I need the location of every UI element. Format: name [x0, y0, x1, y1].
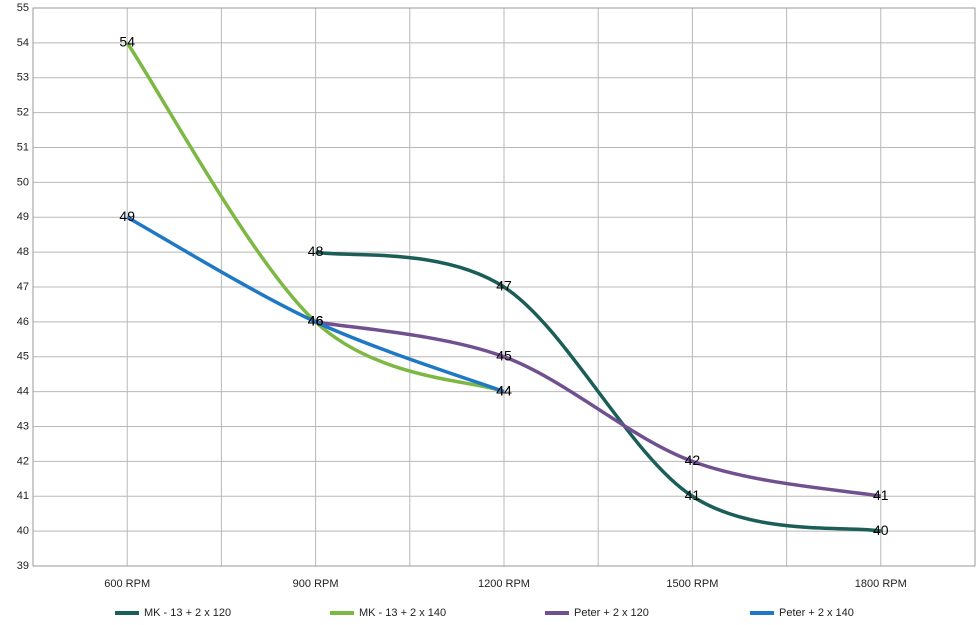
y-tick-label: 44: [17, 386, 29, 398]
data-label: 54: [119, 34, 135, 50]
x-tick-label: 900 RPM: [293, 578, 339, 590]
data-label: 45: [496, 347, 512, 363]
data-label: 49: [119, 208, 135, 224]
data-label: 41: [685, 487, 701, 503]
x-tick-label: 1500 RPM: [666, 578, 718, 590]
data-label: 42: [685, 452, 701, 468]
data-label: 44: [496, 382, 512, 398]
y-tick-label: 55: [17, 2, 29, 14]
y-tick-label: 54: [17, 37, 29, 49]
y-tick-label: 43: [17, 420, 29, 432]
y-tick-label: 42: [17, 455, 29, 467]
y-tick-label: 51: [17, 141, 29, 153]
data-label: 48: [308, 243, 324, 259]
data-label: 46: [308, 313, 324, 329]
legend-label: MK - 13 + 2 x 140: [359, 607, 446, 619]
data-label: 46: [308, 313, 324, 329]
data-label: 44: [496, 382, 512, 398]
y-tick-label: 50: [17, 176, 29, 188]
y-tick-label: 39: [17, 560, 29, 572]
x-tick-label: 600 RPM: [104, 578, 150, 590]
y-tick-label: 47: [17, 281, 29, 293]
series-line: [315, 250, 882, 533]
y-tick-label: 46: [17, 316, 29, 328]
data-label: 41: [873, 487, 889, 503]
data-label: 40: [873, 522, 889, 538]
x-tick-label: 1800 RPM: [855, 578, 907, 590]
series-line: [315, 320, 882, 498]
legend-label: Peter + 2 x 120: [574, 607, 649, 619]
y-tick-label: 52: [17, 107, 29, 119]
y-tick-label: 49: [17, 211, 29, 223]
data-label: 47: [496, 278, 512, 294]
series-line: [125, 41, 505, 394]
y-tick-label: 53: [17, 72, 29, 84]
legend-label: MK - 13 + 2 x 120: [144, 607, 231, 619]
series-line: [126, 215, 505, 394]
y-tick-label: 41: [17, 490, 29, 502]
legend-label: Peter + 2 x 140: [779, 607, 854, 619]
y-tick-label: 40: [17, 525, 29, 537]
data-label: 46: [308, 313, 324, 329]
plot-border: [32, 7, 976, 567]
y-tick-label: 48: [17, 246, 29, 258]
y-tick-label: 45: [17, 351, 29, 363]
x-tick-label: 1200 RPM: [478, 578, 530, 590]
